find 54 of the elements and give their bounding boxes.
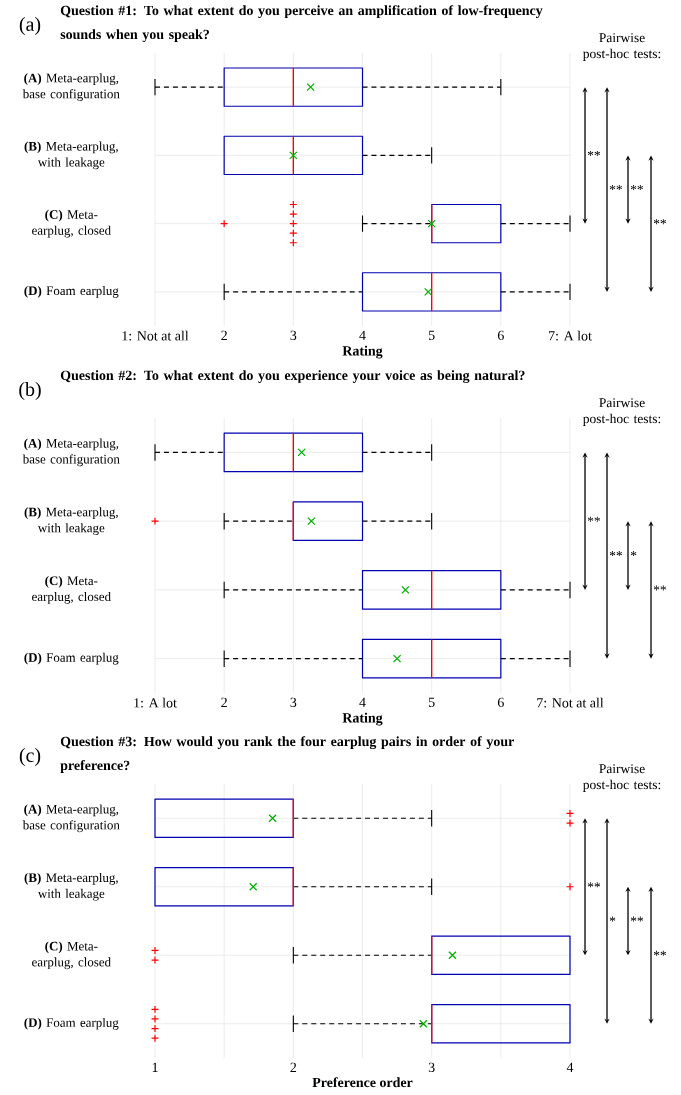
text: * bbox=[609, 916, 616, 922]
y-tick-label: (A) Meta-earplug, base configuration bbox=[22, 73, 120, 101]
x-tick-label: 4 bbox=[359, 697, 366, 707]
text: Pairwise post-hoc tests: bbox=[583, 764, 661, 792]
y-tick-label: (D) Foam earplug bbox=[24, 1017, 119, 1030]
x-axis-title: Preference order bbox=[312, 1077, 413, 1088]
x-tick-label: 2 bbox=[290, 1062, 297, 1072]
y-tick-label: (D) Foam earplug bbox=[24, 285, 119, 298]
x-tick-label: 4 bbox=[566, 1062, 574, 1072]
y-tick-label: (B) Meta-earplug, with leakage bbox=[24, 141, 118, 170]
x-tick-label: 3 bbox=[428, 1062, 435, 1073]
x-tick-label: 3 bbox=[290, 697, 297, 708]
text: ** bbox=[609, 551, 623, 557]
x-tick-label: 1: Not at all bbox=[122, 330, 189, 341]
x-tick-label: 5 bbox=[429, 330, 435, 340]
x-tick-label: 6 bbox=[497, 330, 504, 341]
x-tick-label: 3 bbox=[290, 330, 297, 341]
x-tick-label: 1: A lot bbox=[134, 697, 177, 708]
x-tick-label: 1 bbox=[152, 1062, 158, 1072]
y-tick-label: (D) Foam earplug bbox=[24, 652, 119, 665]
text: (b) bbox=[19, 381, 41, 401]
text: Pairwise post-hoc tests: bbox=[583, 398, 661, 426]
text: * bbox=[630, 551, 637, 557]
y-tick-label: (C) Meta-earplug, closed bbox=[32, 941, 111, 970]
text: (c) bbox=[19, 747, 41, 767]
y-tick-label: (A) Meta-earplug, base configuration bbox=[22, 804, 120, 833]
x-tick-label: 5 bbox=[429, 697, 435, 707]
x-axis-title: Rating bbox=[342, 345, 383, 359]
x-tick-label: 7: A lot bbox=[549, 330, 592, 341]
x-tick-label: 7: Not at all bbox=[537, 697, 604, 708]
text: ** bbox=[587, 516, 601, 522]
y-tick-label: (C) Meta-earplug, closed bbox=[32, 576, 111, 604]
text: ** bbox=[630, 185, 644, 191]
chart-title: Question #3: How would you rank the four earplug pairs in order of your preference? bbox=[60, 736, 514, 773]
text: ** bbox=[653, 585, 667, 591]
y-tick-label: (C) Meta-earplug, closed bbox=[32, 209, 111, 238]
chart-title: Question #1: To what extent do you perceive an amplification of low-frequency sounds when you speak? bbox=[60, 5, 543, 42]
x-tick-label: 2 bbox=[221, 697, 227, 707]
text: ** bbox=[653, 219, 667, 225]
x-tick-label: 4 bbox=[359, 330, 366, 340]
text: (a) bbox=[19, 16, 41, 36]
text: ** bbox=[653, 950, 667, 956]
y-tick-label: (A) Meta-earplug, base configuration bbox=[22, 438, 120, 467]
chart-title: Question #2: To what extent do you experience your voice as being natural? bbox=[60, 370, 525, 383]
x-axis-title: Rating bbox=[342, 712, 383, 726]
x-tick-label: 6 bbox=[497, 697, 504, 708]
text: ** bbox=[630, 916, 644, 922]
y-tick-label: (B) Meta-earplug, with leakage bbox=[24, 507, 118, 535]
text: Pairwise post-hoc tests: bbox=[583, 33, 661, 61]
text: ** bbox=[587, 882, 601, 888]
text: ** bbox=[609, 185, 623, 191]
text: ** bbox=[587, 150, 601, 156]
x-tick-label: 2 bbox=[221, 330, 227, 340]
y-tick-label: (B) Meta-earplug, with leakage bbox=[24, 872, 118, 901]
